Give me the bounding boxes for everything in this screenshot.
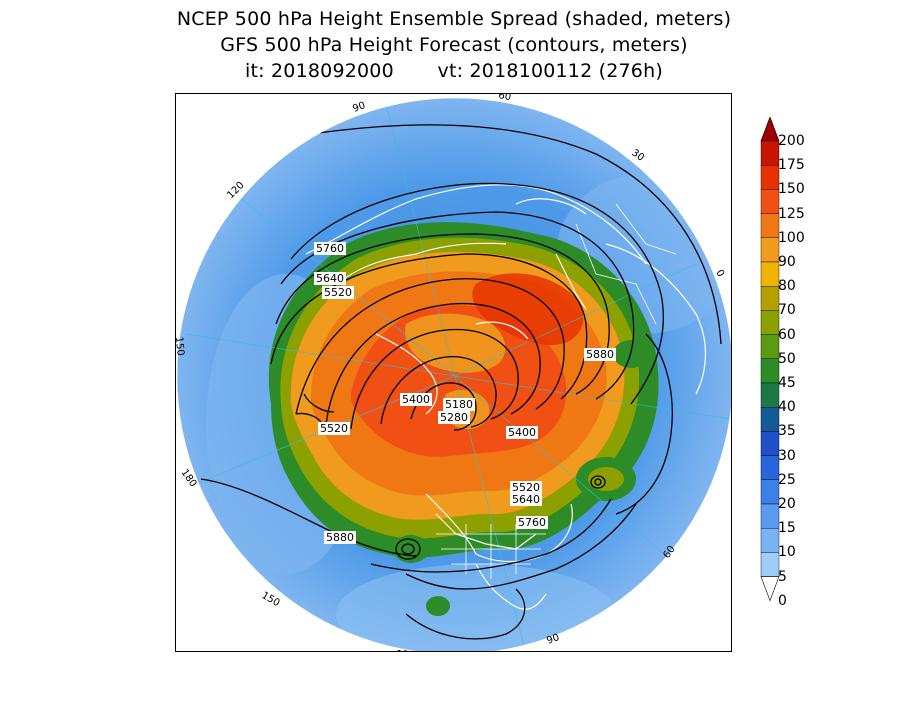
colorbar-level-label: 60	[778, 326, 796, 343]
contour-label: 5520	[512, 481, 540, 494]
lon-label: 150	[260, 590, 282, 609]
contour-label: 5280	[440, 411, 468, 424]
colorbar	[760, 117, 780, 602]
colorbar-level-label: 90	[778, 254, 796, 270]
colorbar-segment	[760, 382, 780, 408]
title-line-1: NCEP 500 hPa Height Ensemble Spread (sha…	[176, 8, 732, 30]
colorbar-level-label: 70	[778, 302, 796, 319]
colorbar-segment	[760, 407, 780, 432]
colorbar-level-label: 15	[778, 520, 796, 537]
colorbar-segment	[760, 140, 780, 166]
colorbar-level-label: 50	[778, 350, 796, 367]
colorbar-level-label: 5	[778, 568, 787, 585]
colorbar-segment	[760, 358, 780, 384]
colorbar-segment	[760, 503, 780, 529]
contour-label: 5760	[518, 516, 546, 529]
lon-label: 30	[728, 418, 732, 432]
colorbar-segment	[760, 334, 780, 360]
colorbar-level-label: 0	[778, 592, 787, 609]
colorbar-segment	[760, 165, 780, 190]
colorbar-segments	[760, 117, 780, 602]
contour-label: 5760	[316, 242, 344, 255]
contour-label: 5640	[316, 272, 344, 285]
colorbar-segment	[760, 213, 780, 238]
contour-labels: 5760 5640 5520 5880 5400 5180 5280 5520 …	[314, 242, 616, 544]
contour-label: 5640	[512, 493, 540, 506]
colorbar-segment	[760, 528, 780, 553]
colorbar-top-arrow	[760, 117, 780, 142]
title-block: NCEP 500 hPa Height Ensemble Spread (sha…	[0, 6, 908, 84]
contour-label: 5520	[324, 286, 352, 299]
colorbar-level-label: 100	[778, 229, 805, 246]
colorbar-level-label: 10	[778, 544, 796, 561]
lon-label: 150	[176, 336, 186, 356]
colorbar-segment	[760, 237, 780, 263]
polar-map: 90 60 30 0 30 60 90 120 150 180 150 120 …	[176, 94, 732, 652]
colorbar-segment	[760, 552, 780, 577]
contour-label: 5880	[586, 348, 614, 361]
contour-label: 5400	[402, 393, 430, 406]
colorbar-level-label: 40	[778, 399, 796, 416]
lon-label: 90	[351, 100, 367, 115]
colorbar-segment	[760, 261, 780, 287]
colorbar-level-label: 30	[778, 447, 796, 464]
lon-label: 60	[497, 94, 511, 103]
colorbar-level-label: 200	[778, 133, 805, 149]
colorbar-level-label: 35	[778, 423, 796, 440]
coastlines	[305, 184, 706, 610]
colorbar-bottom-arrow	[760, 576, 780, 602]
colorbar-segment	[760, 310, 780, 335]
colorbar-level-label: 25	[778, 471, 796, 488]
contour-label: 5880	[326, 531, 354, 544]
colorbar-level-label: 80	[778, 278, 796, 295]
colorbar-level-label: 20	[778, 496, 796, 512]
contour-label: 5400	[508, 426, 536, 439]
map-frame: 90 60 30 0 30 60 90 120 150 180 150 120 …	[175, 93, 732, 652]
contour-label: 5520	[320, 422, 348, 435]
lon-label: 0	[713, 268, 726, 279]
contour-label: 5180	[445, 398, 473, 411]
colorbar-level-label: 175	[778, 157, 805, 174]
colorbar-segment	[760, 285, 780, 311]
height-contours	[200, 124, 722, 640]
colorbar-segment	[760, 479, 780, 505]
colorbar-level-label: 125	[778, 205, 805, 222]
lon-label: 120	[396, 649, 416, 652]
colorbar-level-label: 150	[778, 181, 805, 198]
borders	[436, 203, 677, 579]
colorbar-segment	[760, 189, 780, 214]
lon-label: 90	[545, 632, 561, 647]
title-line-3: it: 2018092000 vt: 2018100112 (276h)	[245, 60, 663, 82]
colorbar-level-label: 45	[778, 375, 796, 391]
title-line-2: GFS 500 hPa Height Forecast (contours, m…	[220, 34, 688, 56]
colorbar-segment	[760, 431, 780, 456]
colorbar-segment	[760, 455, 780, 481]
